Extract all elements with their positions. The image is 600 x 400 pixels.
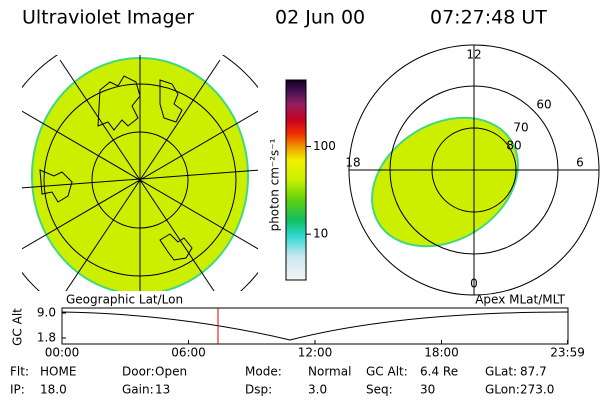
status-label: GC Alt: [366, 365, 408, 379]
panel-label: Geographic Lat/Lon [66, 293, 183, 307]
status-value: 273.0 [520, 383, 554, 397]
status-value: Normal [308, 365, 351, 379]
x-tick-label: 18:00 [424, 346, 459, 360]
lat-label: 70 [513, 121, 528, 135]
status-label: IP: [10, 383, 25, 397]
x-tick-label: 06:00 [171, 346, 206, 360]
status-value: 18.0 [40, 383, 67, 397]
status-label: GLon: [485, 383, 520, 397]
status-label: Flt: [10, 365, 29, 379]
status-label: Mode: [245, 365, 282, 379]
geo-map [22, 55, 258, 291]
title: Ultraviolet Imager [22, 7, 194, 29]
status-value: 87.7 [520, 365, 547, 379]
status-label: Gain: [122, 383, 154, 397]
mlt-label: 12 [466, 48, 481, 62]
status-label: Seq: [366, 383, 393, 397]
status-label: Dsp: [245, 383, 272, 397]
status-label: Door: [122, 365, 155, 379]
mlt-label: 6 [576, 156, 584, 170]
y-tick-label: 1.8 [37, 331, 56, 345]
status-value: HOME [40, 365, 76, 379]
mlt-label: 18 [345, 156, 360, 170]
status-value: 3.0 [308, 383, 327, 397]
status-value: 6.4 Re [420, 365, 458, 379]
lat-label: 80 [506, 139, 521, 153]
status-value: Open [155, 365, 187, 379]
mlt-label: 0 [470, 277, 478, 291]
colorbar-tick-label: 100 [313, 139, 336, 153]
x-tick-label: 12:00 [298, 346, 333, 360]
status-label: GLat: [485, 365, 517, 379]
status-value: 30 [420, 383, 435, 397]
y-tick-label: 9.0 [37, 306, 56, 320]
colorbar-tick-label: 10 [313, 227, 328, 241]
polar-plot [348, 44, 600, 296]
date: 02 Jun 00 [275, 7, 365, 29]
x-tick-label: 23:59 [550, 346, 585, 360]
panel-label: Apex MLat/MLT [475, 293, 565, 307]
x-tick-label: 00:00 [45, 346, 80, 360]
time: 07:27:48 UT [430, 7, 547, 29]
y-axis-label: GC Alt [11, 308, 25, 346]
colorbar-label: photon cm⁻²s⁻¹ [268, 138, 282, 231]
altitude-curve [61, 311, 569, 341]
colorbar [285, 79, 307, 281]
lat-label: 60 [536, 98, 551, 112]
status-value: 13 [155, 383, 170, 397]
